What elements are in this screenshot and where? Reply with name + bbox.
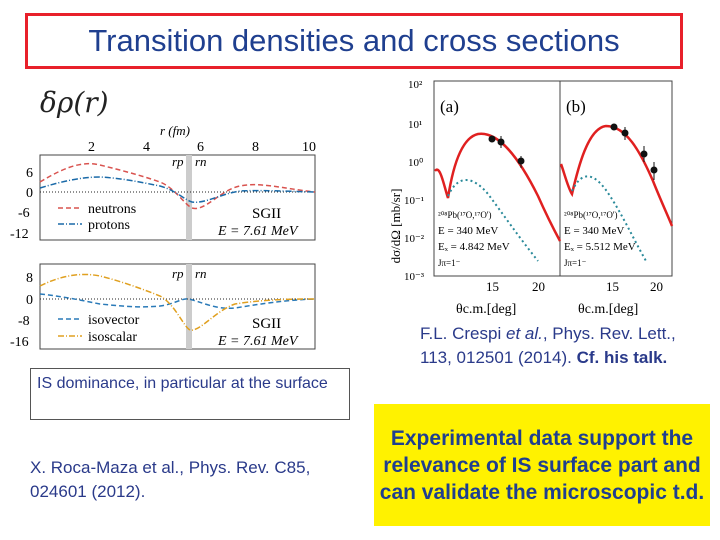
y-tick-label: -8 (18, 314, 30, 329)
slide-title: Transition densities and cross sections (88, 23, 620, 58)
y-tick-label: 10² (408, 79, 423, 91)
mode-label: SGII (252, 206, 281, 222)
panel-b-xlabel: θc.m.[deg] (578, 302, 638, 317)
y-tick-label: 10⁻² (404, 233, 425, 245)
y-tick-label: 10⁻³ (404, 271, 425, 283)
roca-maza-reference: X. Roca-Maza et al., Phys. Rev. C85, 024… (30, 458, 311, 501)
rp-label: rp (172, 266, 184, 281)
x-tick-label: 8 (252, 140, 259, 155)
y-tick-label: 10⁰ (408, 157, 424, 169)
panel-b-calc-curve (559, 124, 674, 227)
x-tick-label: 20 (650, 279, 663, 294)
energy-label: E = 7.61 MeV (217, 224, 299, 239)
panel-a-energy: E = 340 MeV (438, 225, 498, 237)
cross-section-chart: dσ/dΩ [mb/sr] 10² 10¹ 10⁰ 10⁻¹ 10⁻² 10⁻³… (388, 79, 674, 317)
panel-b-reaction: ²⁰⁸Pb(¹⁷O,¹⁷O') (564, 210, 618, 220)
radius-band (186, 264, 192, 349)
y-tick-label: 0 (26, 186, 33, 201)
y-tick-label: -16 (10, 335, 29, 350)
radius-band (186, 155, 192, 240)
isovector-curve (39, 293, 316, 310)
panel-b-energy: E = 340 MeV (564, 225, 624, 237)
isoscalar-curve (39, 273, 316, 331)
crespi-reference: F.L. Crespi et al., Phys. Rev. Lett., 11… (420, 322, 700, 370)
panel-a-calc-curve (433, 132, 562, 242)
x-tick-label: 15 (606, 279, 619, 294)
y-tick-label: -12 (10, 227, 29, 242)
panel-a-is-curve (447, 179, 539, 262)
panel-a-jpi: Jπ=1⁻ (438, 258, 461, 268)
x-tick-label: 10 (302, 140, 316, 155)
ref-etal: et al. (505, 324, 543, 343)
y-tick-label: -6 (18, 206, 30, 221)
is-dominance-note: IS dominance, in particular at the surfa… (30, 368, 350, 420)
legend-neutrons: neutrons (88, 202, 136, 217)
panel-b-is-curve (571, 175, 647, 262)
legend-isoscalar: isoscalar (88, 330, 137, 345)
panel-b-label: (b) (566, 97, 586, 116)
x-tick-label: 15 (486, 279, 499, 294)
conclusion-box: Experimental data support the relevance … (374, 404, 710, 526)
x-tick-label: 4 (143, 140, 150, 155)
legend-isovector: isovector (88, 313, 140, 328)
ref-journal: , Phys. Rev. Lett., 113, 012501 (2014). (420, 324, 676, 367)
conclusion-text: Experimental data support the relevance … (379, 426, 705, 504)
delta-rho-label: δρ(r) (40, 86, 109, 119)
plot-frame (39, 263, 316, 350)
plot-frame (39, 154, 316, 241)
panel-b-jpi: Jπ=1⁻ (564, 258, 587, 268)
mode-label: SGII (252, 316, 281, 332)
panel-a-data-point (488, 135, 496, 143)
transition-density-chart-bottom: 8 0 -8 -16 rp rn isovector isoscalar SGI… (10, 263, 316, 350)
x-tick-label: 2 (88, 140, 95, 155)
panel-a-xlabel: θc.m.[deg] (456, 302, 516, 317)
ref-cf: Cf. his talk. (576, 348, 668, 367)
energy-label: E = 7.61 MeV (217, 334, 299, 349)
panel-b-frame (559, 80, 673, 277)
transition-density-chart-top: r (fm) 2 4 6 8 10 6 0 -6 -12 rp rn neutr… (10, 123, 316, 242)
legend-protons: protons (88, 218, 130, 233)
x-axis-label: r (fm) (160, 123, 190, 138)
rp-label: rp (172, 154, 184, 169)
panel-a-label: (a) (440, 97, 459, 116)
y-tick-label: 10⁻¹ (404, 195, 424, 207)
y-tick-label: 6 (26, 166, 33, 181)
y-tick-label: 8 (26, 271, 33, 286)
rn-label: rn (195, 266, 207, 281)
ref-authors: F.L. Crespi (420, 324, 506, 343)
y-tick-label: 0 (26, 293, 33, 308)
x-tick-label: 6 (197, 140, 204, 155)
y-tick-label: 10¹ (408, 119, 422, 131)
protons-curve (39, 176, 316, 203)
x-tick-label: 20 (532, 279, 545, 294)
panel-a-reaction: ²⁰⁸Pb(¹⁷O,¹⁷O') (438, 210, 492, 220)
panel-a-ex: Eₓ = 4.842 MeV (438, 241, 510, 253)
neutrons-curve (39, 162, 316, 210)
rn-label: rn (195, 154, 207, 169)
y-axis-label: dσ/dΩ [mb/sr] (388, 189, 403, 264)
title-box: Transition densities and cross sections (25, 13, 683, 69)
panel-b-ex: Eₓ = 5.512 MeV (564, 241, 636, 253)
panel-b-data-point (610, 123, 618, 131)
